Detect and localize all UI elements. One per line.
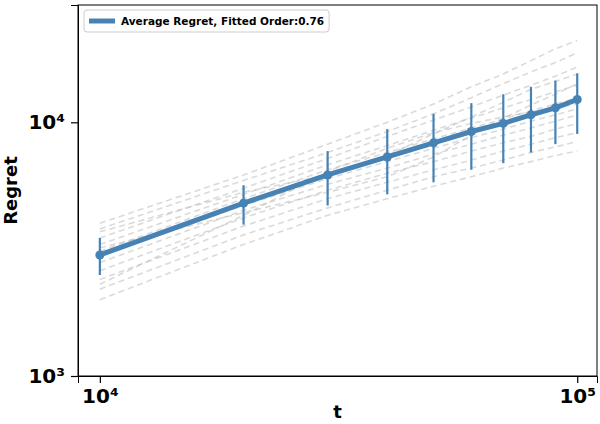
marker [467,127,476,136]
legend-label: Average Regret, Fitted Order:0.76 [121,15,324,27]
plot-frame [78,5,597,376]
marker [429,138,438,147]
y-axis: 10³ 10⁴ [28,6,78,388]
chart: 10⁴ 10⁵ 10³ 10⁴ Average Regret, Fitted Order… [0,0,600,424]
marker [573,95,582,104]
tick: 10⁴ [28,110,78,134]
tick: 10⁴ [82,376,119,408]
legend-swatch [89,19,115,24]
plot-area: 10⁴ 10⁵ 10³ 10⁴ Average Regret, Fitted Order… [28,5,597,408]
marker [526,110,535,119]
tick-mark [577,376,578,383]
marker [95,250,104,259]
error-bar [502,94,504,163]
marker [499,119,508,128]
run-line [100,85,577,244]
run-line [100,142,577,290]
run-line [100,84,577,248]
tick: 10³ [28,364,78,388]
x-axis-title: t [333,401,342,422]
error-bar [432,114,434,182]
run-line [100,133,577,280]
marker [239,199,248,208]
axis-line [79,377,598,384]
error-bar [530,87,532,153]
axis-line [71,6,79,377]
tick-mark [71,376,78,377]
tick-label: 10⁴ [82,384,119,408]
marker [323,170,332,179]
tick-label: 10⁵ [559,384,596,408]
tick-label: 10³ [28,364,65,388]
run-line [100,104,577,284]
error-bar [470,103,472,170]
run-line [100,74,577,232]
error-bar [554,81,556,145]
marker [551,103,560,112]
error-bar [386,129,388,194]
run-line [100,53,577,229]
tick-mark [71,122,78,123]
series-group [95,41,581,300]
tick: 10⁵ [559,376,596,408]
legend-box [84,10,329,32]
marker [383,152,392,161]
y-axis-title: Regret [0,156,21,225]
legend-item: Average Regret, Fitted Order:0.76 [89,15,324,27]
tick-mark [100,376,101,383]
legend: Average Regret, Fitted Order:0.76 [84,10,329,32]
tick-label: 10⁴ [28,110,65,134]
run-line [100,123,577,270]
average-line [100,99,577,254]
